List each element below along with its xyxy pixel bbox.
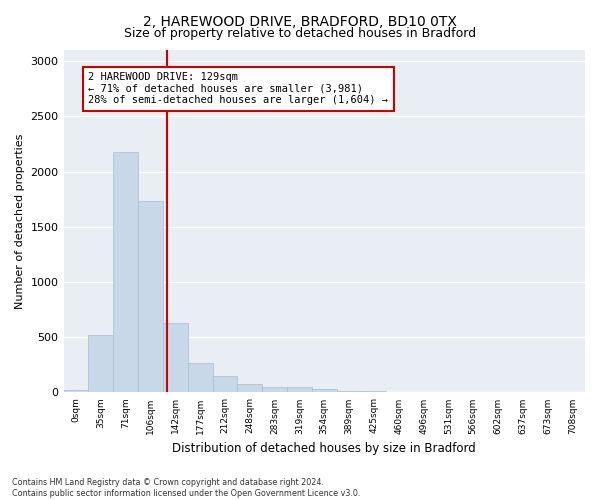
- Text: Size of property relative to detached houses in Bradford: Size of property relative to detached ho…: [124, 28, 476, 40]
- Bar: [312, 389, 337, 392]
- Bar: [64, 390, 88, 392]
- Bar: [113, 152, 138, 392]
- Text: Contains HM Land Registry data © Crown copyright and database right 2024.
Contai: Contains HM Land Registry data © Crown c…: [12, 478, 361, 498]
- Bar: [262, 387, 287, 392]
- Bar: [163, 323, 188, 392]
- Bar: [287, 388, 312, 392]
- Bar: [212, 376, 238, 392]
- Text: 2 HAREWOOD DRIVE: 129sqm
← 71% of detached houses are smaller (3,981)
28% of sem: 2 HAREWOOD DRIVE: 129sqm ← 71% of detach…: [88, 72, 388, 106]
- Bar: [337, 391, 362, 392]
- Bar: [138, 202, 163, 392]
- Bar: [188, 362, 212, 392]
- Bar: [238, 384, 262, 392]
- Text: 2, HAREWOOD DRIVE, BRADFORD, BD10 0TX: 2, HAREWOOD DRIVE, BRADFORD, BD10 0TX: [143, 15, 457, 29]
- X-axis label: Distribution of detached houses by size in Bradford: Distribution of detached houses by size …: [172, 442, 476, 455]
- Bar: [88, 335, 113, 392]
- Y-axis label: Number of detached properties: Number of detached properties: [15, 134, 25, 309]
